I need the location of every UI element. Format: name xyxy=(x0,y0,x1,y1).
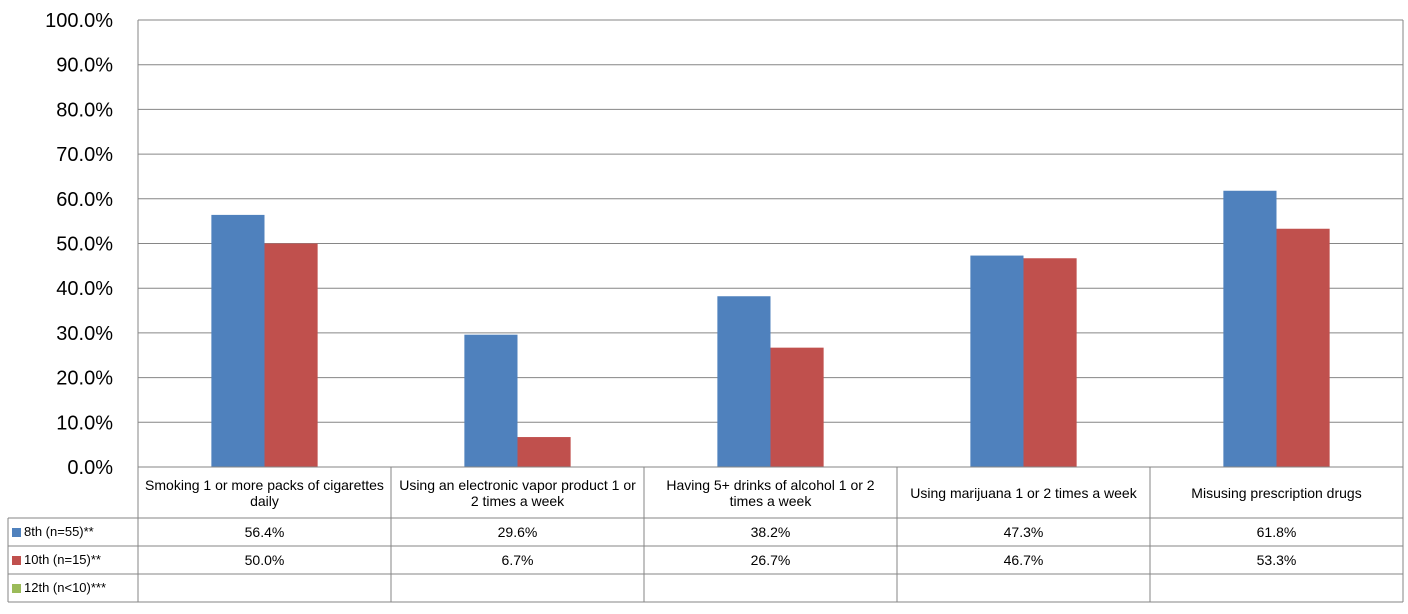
y-tick-label: 100.0% xyxy=(45,10,113,32)
data-label xyxy=(644,574,897,602)
bar xyxy=(770,347,824,467)
data-label xyxy=(138,574,391,602)
y-tick-label: 60.0% xyxy=(56,189,113,211)
y-tick-label: 90.0% xyxy=(56,55,113,77)
legend-label: 10th (n=15)** xyxy=(24,552,101,567)
y-tick-label: 20.0% xyxy=(56,368,113,390)
y-tick-label: 80.0% xyxy=(56,99,113,121)
data-label: 53.3% xyxy=(1256,552,1297,568)
legend-entry: 8th (n=55)** xyxy=(8,518,138,546)
y-tick-label: 40.0% xyxy=(56,278,113,300)
x-category-label: Misusing prescription drugs xyxy=(1191,484,1362,501)
data-label: 50.0% xyxy=(244,552,285,568)
bar xyxy=(1276,228,1330,467)
bar xyxy=(464,334,518,467)
bar xyxy=(517,437,571,467)
data-label: 38.2% xyxy=(750,524,791,540)
x-category-label: Smoking 1 or more packs of cigarettes da… xyxy=(145,476,384,509)
bar xyxy=(211,214,265,467)
legend-swatch xyxy=(12,527,21,537)
bar xyxy=(1223,190,1277,467)
data-label xyxy=(1150,574,1403,602)
data-label: 56.4% xyxy=(244,524,285,540)
bar xyxy=(264,243,318,467)
data-label: 61.8% xyxy=(1256,524,1297,540)
data-label xyxy=(897,574,1150,602)
legend-label: 12th (n<10)*** xyxy=(24,580,107,595)
data-label: 29.6% xyxy=(497,524,538,540)
data-label: 6.7% xyxy=(501,552,534,568)
y-tick-label: 0.0% xyxy=(67,457,113,479)
legend-entry: 12th (n<10)*** xyxy=(8,574,138,602)
x-category-label: Using marijuana 1 or 2 times a week xyxy=(910,484,1137,501)
legend-swatch xyxy=(12,555,21,565)
x-category-label: Having 5+ drinks of alcohol 1 or 2 times… xyxy=(666,476,875,509)
data-label: 26.7% xyxy=(750,552,791,568)
legend-entry: 10th (n=15)** xyxy=(8,546,138,574)
y-tick-label: 50.0% xyxy=(56,234,113,256)
legend-label: 8th (n=55)** xyxy=(24,524,94,539)
x-category-label: Using an electronic vapor product 1 or 2… xyxy=(399,476,636,509)
bar xyxy=(1023,258,1077,467)
legend-swatch xyxy=(12,583,21,593)
bar xyxy=(970,255,1024,467)
y-tick-label: 30.0% xyxy=(56,323,113,345)
y-tick-label: 10.0% xyxy=(56,412,113,434)
bar xyxy=(717,296,771,467)
data-label: 47.3% xyxy=(1003,524,1044,540)
y-tick-label: 70.0% xyxy=(56,144,113,166)
data-label: 46.7% xyxy=(1003,552,1044,568)
data-label xyxy=(391,574,644,602)
